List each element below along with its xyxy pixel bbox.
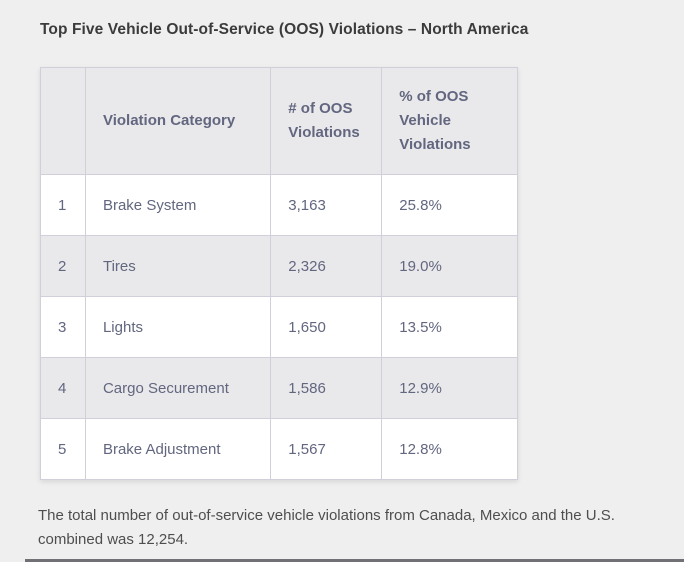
- percent-cell: 13.5%: [381, 296, 518, 358]
- category-cell: Lights: [84, 296, 272, 358]
- count-cell: 1,567: [270, 418, 383, 480]
- footer-note: The total number of out-of-service vehic…: [38, 507, 615, 548]
- count-cell: 1,650: [270, 296, 383, 358]
- rank-cell: 2: [40, 235, 86, 297]
- percent-cell: 25.8%: [381, 174, 518, 236]
- table-row: 5 Brake Adjustment 1,567 12.8%: [40, 418, 518, 480]
- percent-cell: 12.9%: [381, 357, 518, 419]
- rank-cell: 5: [40, 418, 86, 480]
- table-body: 1 Brake System 3,163 25.8% 2 Tires 2,326…: [40, 174, 518, 480]
- category-cell: Brake System: [84, 174, 272, 236]
- table-row: 4 Cargo Securement 1,586 12.9%: [40, 357, 518, 419]
- table-row: 1 Brake System 3,163 25.8%: [40, 174, 518, 236]
- table-header-row: Violation Category # of OOS Violations %…: [40, 67, 518, 175]
- rank-cell: 1: [40, 174, 86, 236]
- header-cell-rank: [40, 67, 86, 175]
- header-cell-percent: % of OOS Vehicle Violations: [381, 67, 518, 175]
- count-cell: 1,586: [270, 357, 383, 419]
- rank-cell: 3: [40, 296, 86, 358]
- table-row: 3 Lights 1,650 13.5%: [40, 296, 518, 358]
- count-cell: 3,163: [270, 174, 383, 236]
- category-cell: Cargo Securement: [84, 357, 272, 419]
- count-cell: 2,326: [270, 235, 383, 297]
- bottom-divider: [25, 559, 684, 562]
- percent-cell: 12.8%: [381, 418, 518, 480]
- table-row: 2 Tires 2,326 19.0%: [40, 235, 518, 297]
- table-header: Violation Category # of OOS Violations %…: [40, 67, 518, 175]
- category-cell: Brake Adjustment: [84, 418, 272, 480]
- page-title: Top Five Vehicle Out-of-Service (OOS) Vi…: [40, 21, 529, 38]
- rank-cell: 4: [40, 357, 86, 419]
- oos-violations-table: Violation Category # of OOS Violations %…: [40, 67, 518, 480]
- header-cell-count: # of OOS Violations: [270, 67, 383, 175]
- header-cell-category: Violation Category: [84, 67, 272, 175]
- category-cell: Tires: [84, 235, 272, 297]
- percent-cell: 19.0%: [381, 235, 518, 297]
